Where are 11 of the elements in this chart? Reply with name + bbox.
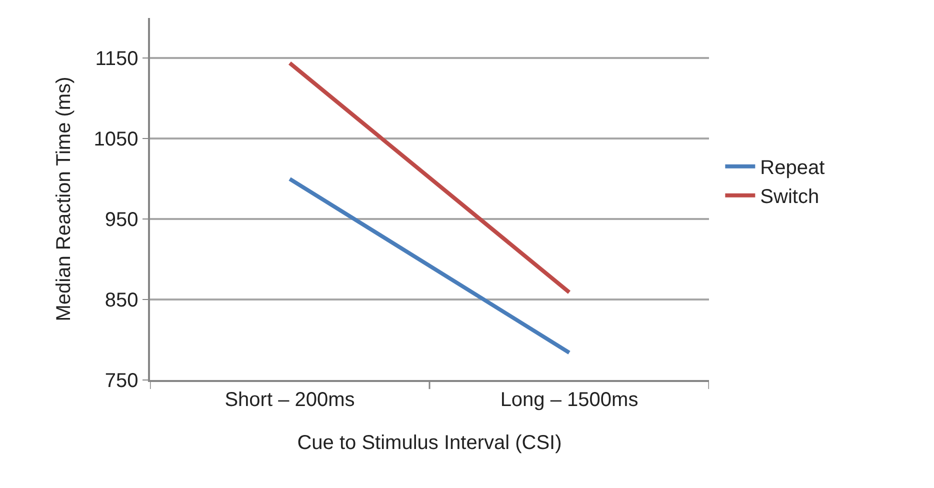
x-tick-label: Short – 200ms	[224, 388, 355, 411]
y-axis-title: Median Reaction Time (ms)	[52, 76, 75, 322]
x-axis-title: Cue to Stimulus Interval (CSI)	[297, 432, 562, 454]
y-tick-label: 1050	[94, 128, 138, 151]
y-tick-label: 950	[104, 209, 138, 232]
y-tick-label: 750	[104, 370, 138, 392]
legend-label: Switch	[760, 186, 820, 208]
legend-label: Repeat	[760, 157, 826, 180]
x-tick-label: Long – 1500ms	[500, 388, 638, 411]
y-tick-label: 1150	[95, 48, 138, 70]
y-tick-label: 850	[104, 290, 138, 312]
